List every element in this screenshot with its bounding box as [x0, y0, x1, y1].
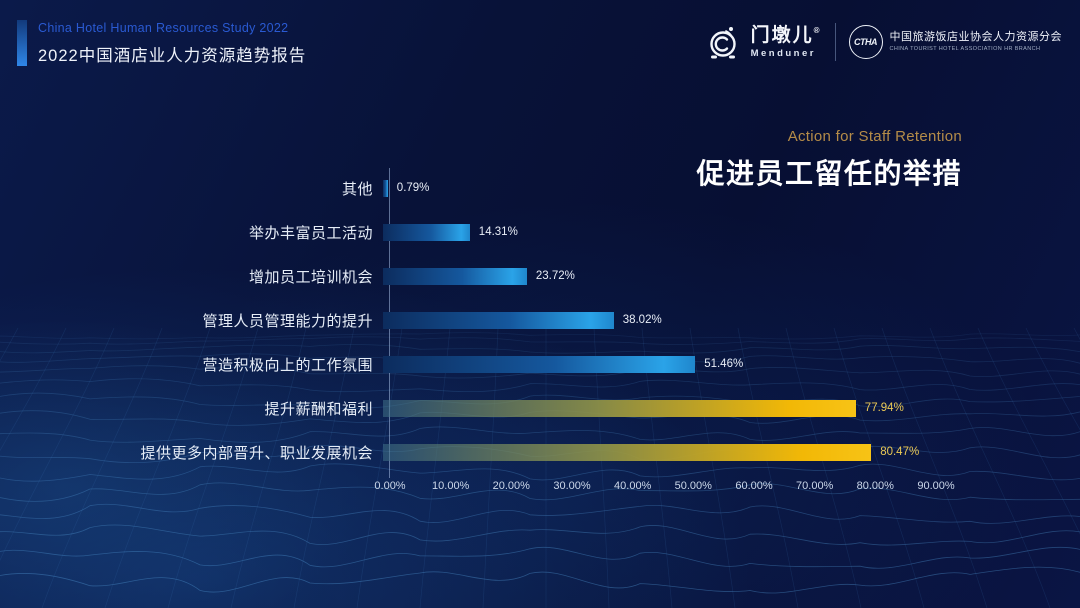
menduner-name-cn: 门墩儿® [750, 24, 822, 46]
plot-area: 0.79% [382, 166, 1020, 210]
chart-row: 举办丰富员工活动 14.31% [0, 210, 1020, 254]
bar [383, 223, 470, 241]
chart-rows: 其他 0.79% 举办丰富员工活动 14.31% 增加员工培训机会 23.72% [0, 166, 1020, 478]
bar-value-label: 80.47% [880, 446, 920, 458]
x-tick: 0.00% [374, 480, 406, 492]
menduner-name-en: Menduner [750, 47, 816, 59]
menduner-logo-text: 门墩儿® Menduner [751, 26, 822, 59]
plot-area: 51.46% [382, 342, 1020, 386]
plot-area: 14.31% [382, 210, 1020, 254]
chart-row: 增加员工培训机会 23.72% [0, 254, 1020, 298]
bar-value-label: 51.46% [704, 358, 744, 370]
chart-title-en: Action for Staff Retention [787, 128, 962, 145]
logo-strip: 门墩儿® Menduner CTHA 中国旅游饭店业协会人力资源分会 CHINA… [703, 22, 1062, 62]
category-label: 管理人员管理能力的提升 [202, 312, 373, 330]
logo-divider [834, 23, 836, 61]
header-accent-bar [17, 20, 27, 66]
x-tick: 40.00% [614, 480, 652, 492]
bar-value-label: 14.31% [478, 226, 518, 238]
plot-area: 23.72% [382, 254, 1020, 298]
x-tick: 50.00% [674, 480, 712, 492]
bar-value-label: 77.94% [864, 402, 904, 414]
category-label: 提供更多内部晋升、职业发展机会 [140, 444, 373, 462]
chart-row: 营造积极向上的工作氛围 51.46% [0, 342, 1020, 386]
bar [383, 443, 872, 461]
chart-row: 提供更多内部晋升、职业发展机会 80.47% [0, 430, 1020, 474]
bar-value-label: 0.79% [396, 182, 430, 194]
bar [383, 355, 696, 373]
category-label: 增加员工培训机会 [248, 268, 373, 286]
bar [383, 179, 388, 197]
bar-value-label: 23.72% [535, 270, 575, 282]
bar-value-label: 38.02% [622, 314, 662, 326]
menduner-logo-icon [709, 27, 736, 59]
bar [383, 311, 614, 329]
ctha-logo-icon: CTHA [848, 25, 883, 59]
x-tick: 30.00% [553, 480, 591, 492]
x-axis-ticks: 0.00% 10.00% 20.00% 30.00% 40.00% 50.00%… [374, 480, 1020, 496]
deck-title: 2022中国酒店业人力资源趋势报告 [38, 47, 307, 65]
plot-area: 80.47% [382, 430, 1020, 474]
x-tick: 10.00% [432, 480, 470, 492]
bar-chart: 其他 0.79% 举办丰富员工活动 14.31% 增加员工培训机会 23.72% [0, 166, 1020, 496]
ctha-name-en: CHINA TOURIST HOTEL ASSOCIATION HR BRANC… [889, 45, 1041, 52]
x-tick: 20.00% [492, 480, 530, 492]
menduner-logo: 门墩儿® Menduner [703, 22, 822, 62]
category-label: 举办丰富员工活动 [248, 224, 373, 242]
category-label: 其他 [341, 180, 373, 198]
category-label: 提升薪酬和福利 [264, 400, 373, 418]
chart-row: 管理人员管理能力的提升 38.02% [0, 298, 1020, 342]
x-tick: 70.00% [796, 480, 834, 492]
chart-row: 其他 0.79% [0, 166, 1020, 210]
plot-area: 77.94% [382, 386, 1020, 430]
chart-row: 提升薪酬和福利 77.94% [0, 386, 1020, 430]
chart-title-block: Action for Staff Retention 促进员工留任的举措 [696, 128, 962, 192]
ctha-logo: CTHA 中国旅游饭店业协会人力资源分会 CHINA TOURIST HOTEL… [848, 25, 1063, 59]
study-eyebrow: China Hotel Human Resources Study 2022 [38, 21, 289, 35]
wireframe-mesh-decoration [0, 328, 1080, 608]
ctha-logo-text: 中国旅游饭店业协会人力资源分会 CHINA TOURIST HOTEL ASSO… [889, 30, 1063, 53]
x-tick: 80.00% [856, 480, 894, 492]
bar [383, 399, 856, 417]
registered-mark: ® [813, 25, 822, 35]
bar [383, 267, 527, 285]
ctha-name-cn: 中国旅游饭店业协会人力资源分会 [889, 30, 1062, 43]
x-tick: 90.00% [917, 480, 955, 492]
x-tick: 60.00% [735, 480, 773, 492]
plot-area: 38.02% [382, 298, 1020, 342]
chart-title-cn: 促进员工留任的举措 [696, 158, 962, 189]
category-label: 营造积极向上的工作氛围 [202, 356, 373, 374]
